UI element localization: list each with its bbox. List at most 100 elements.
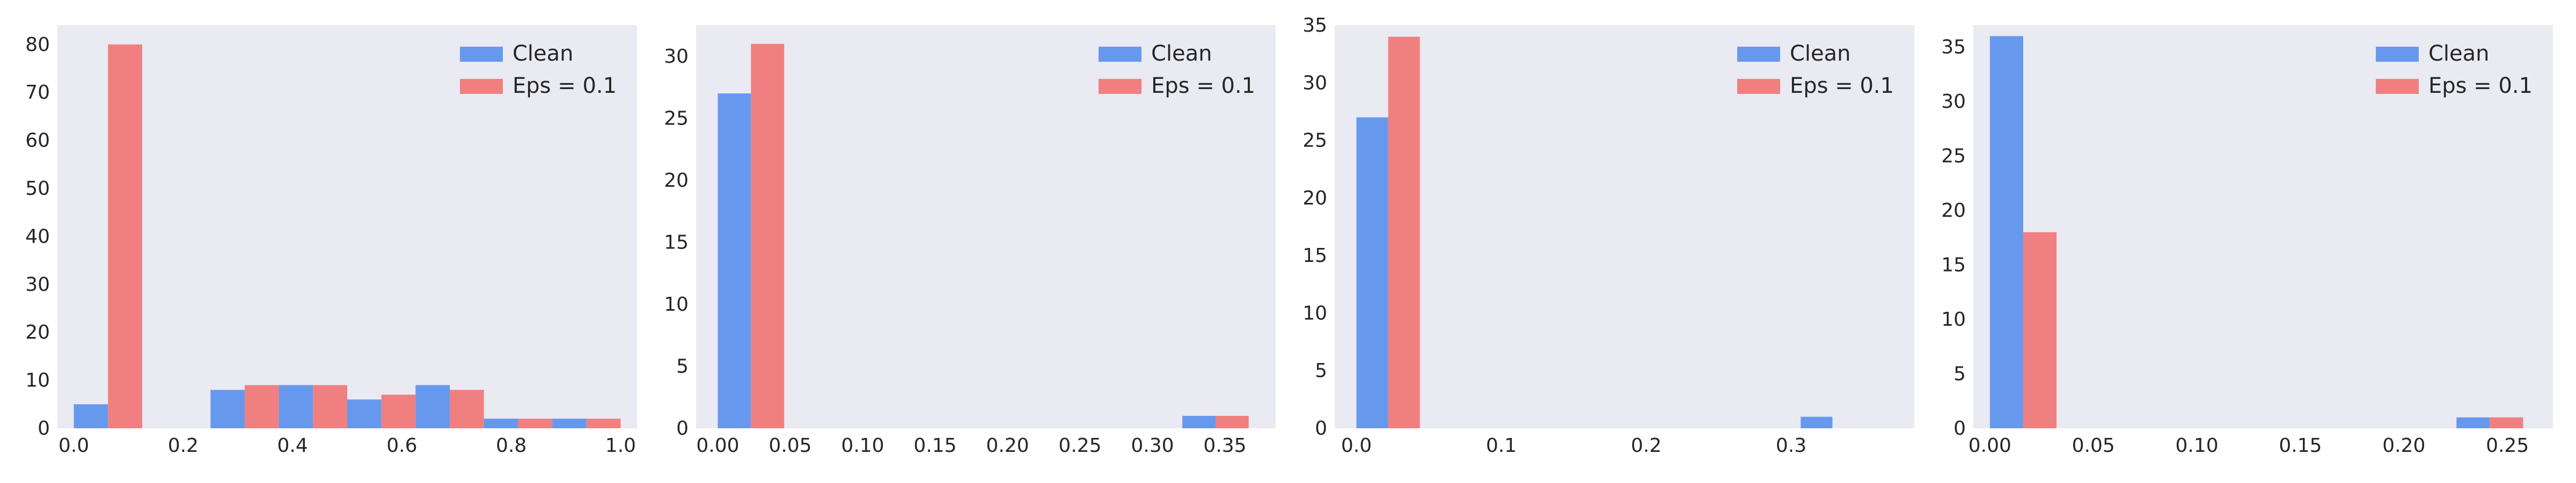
bar-clean-bin-1 [74, 404, 108, 428]
y-tick-label: 20 [1941, 200, 1966, 222]
y-tick-label: 10 [1302, 302, 1327, 324]
y-tick-label: 20 [25, 321, 50, 343]
y-tick-label: 10 [25, 370, 50, 392]
bar-clean-bin-5 [347, 399, 382, 428]
x-tick-label: 0.6 [386, 435, 417, 457]
y-tick-label: 30 [1941, 91, 1966, 113]
bar-clean-bin-1 [1989, 36, 2023, 428]
x-tick-label: 0.3 [1776, 435, 1806, 457]
x-tick-label: 0.1 [1486, 435, 1517, 457]
y-tick-label: 40 [25, 225, 50, 247]
legend-label-clean: Clean [513, 41, 574, 66]
bar-eps-bin-3 [244, 385, 279, 428]
legend-swatch-clean [1099, 47, 1141, 62]
x-tick-label: 0.05 [2072, 435, 2115, 457]
bar-eps-bin-7 [518, 419, 553, 428]
bar-clean-bin-6 [415, 385, 450, 428]
bar-clean-bin-8 [552, 419, 587, 428]
bar-clean-bin-3 [210, 390, 245, 428]
bar-eps-bin-4 [313, 385, 347, 428]
x-tick-label: 0.20 [2382, 435, 2425, 457]
x-tick-label: 0.2 [1631, 435, 1662, 457]
x-tick-label: 0.10 [2175, 435, 2218, 457]
x-tick-label: 0.05 [769, 435, 811, 457]
x-tick-label: 0.00 [1968, 435, 2011, 457]
y-tick-label: 15 [664, 231, 689, 253]
y-tick-label: 35 [1941, 36, 1966, 58]
y-tick-label: 30 [664, 46, 689, 68]
bar-clean-bin-1 [1356, 117, 1388, 428]
x-tick-label: 0.10 [841, 435, 884, 457]
bar-eps-bin-1 [108, 44, 142, 428]
bar-clean-bin-8 [1801, 416, 1833, 428]
histogram-panel-1: 0 10 20 30 40 50 60 70 80 0.0 0.2 0.4 0.6 0.8 1.0 Clean… [25, 25, 637, 457]
x-tick-label: 0.25 [1058, 435, 1101, 457]
bar-clean-bin-8 [1182, 415, 1216, 428]
y-tick-label: 35 [1302, 14, 1327, 36]
legend-swatch-eps [1737, 79, 1780, 94]
bar-clean-bin-8 [2456, 417, 2490, 428]
y-tick-label: 60 [25, 130, 50, 152]
x-tick-label: 1.0 [605, 435, 636, 457]
y-tick-label: 80 [25, 34, 50, 56]
legend-label-eps: Eps = 0.1 [1151, 74, 1255, 98]
y-tick-label: 10 [664, 294, 689, 316]
bar-eps-bin-8 [1215, 415, 1249, 428]
bar-eps-bin-5 [381, 394, 416, 428]
histogram-panel-3: 0 5 10 15 20 25 30 35 0.0 0.1 0.2 0.3 Clean Eps = 0.1 [1302, 14, 1914, 457]
legend-swatch-clean [460, 47, 503, 62]
y-tick-label: 25 [1302, 130, 1327, 152]
y-tick-label: 50 [25, 178, 50, 200]
legend-label-clean: Clean [1151, 41, 1212, 66]
legend-label-clean: Clean [2428, 41, 2490, 66]
legend-swatch-eps [2376, 79, 2419, 94]
plot-area [1335, 25, 1914, 428]
plot-area [57, 25, 637, 428]
y-tick-label: 0 [1315, 418, 1327, 440]
x-tick-label: 0.30 [1131, 435, 1174, 457]
plot-area [1973, 25, 2553, 428]
legend-label-eps: Eps = 0.1 [513, 74, 617, 98]
histogram-panel-2: 0 5 10 15 20 25 30 0.00 0.05 0.10 0.15 0.20 0.25 0.30… [664, 25, 1276, 457]
y-tick-label: 20 [1302, 187, 1327, 209]
legend-swatch-eps [460, 79, 503, 94]
bar-clean-bin-4 [279, 385, 313, 428]
y-tick-label: 0 [38, 418, 50, 440]
x-tick-label: 0.15 [2279, 435, 2322, 457]
y-tick-label: 0 [1953, 418, 1966, 440]
x-tick-label: 0.2 [168, 435, 199, 457]
bar-clean-bin-1 [718, 93, 751, 429]
x-tick-label: 0.4 [277, 435, 308, 457]
y-tick-label: 25 [664, 107, 689, 129]
legend-label-eps: Eps = 0.1 [2428, 74, 2533, 98]
legend: Clean Eps = 0.1 [460, 41, 617, 98]
y-tick-label: 20 [664, 170, 689, 192]
y-tick-label: 70 [25, 82, 50, 104]
x-tick-label: 0.0 [58, 435, 89, 457]
legend: Clean Eps = 0.1 [1099, 41, 1255, 98]
y-tick-label: 30 [1302, 72, 1327, 94]
bar-clean-bin-7 [484, 419, 518, 428]
y-tick-label: 0 [676, 418, 689, 440]
x-tick-label: 0.00 [696, 435, 739, 457]
x-tick-label: 0.35 [1203, 435, 1246, 457]
bar-eps-bin-8 [2490, 417, 2523, 428]
legend-swatch-clean [2376, 47, 2419, 62]
y-tick-label: 15 [1941, 254, 1966, 276]
legend-swatch-eps [1099, 79, 1141, 94]
y-tick-label: 5 [676, 355, 689, 377]
x-tick-label: 0.8 [496, 435, 526, 457]
legend: Clean Eps = 0.1 [2376, 41, 2533, 98]
y-tick-label: 25 [1941, 145, 1966, 167]
histogram-panel-4: 0 5 10 15 20 25 30 35 0.00 0.05 0.10 0.15 0.20 0.25 Cl… [1941, 25, 2553, 457]
x-tick-label: 0.0 [1341, 435, 1372, 457]
y-tick-label: 5 [1953, 363, 1966, 385]
plot-area [696, 25, 1276, 428]
x-tick-label: 0.20 [986, 435, 1029, 457]
x-tick-label: 0.25 [2486, 435, 2529, 457]
legend-label-clean: Clean [1790, 41, 1851, 66]
y-tick-label: 30 [25, 274, 50, 296]
bar-eps-bin-1 [2023, 232, 2057, 428]
bar-eps-bin-8 [586, 419, 621, 428]
